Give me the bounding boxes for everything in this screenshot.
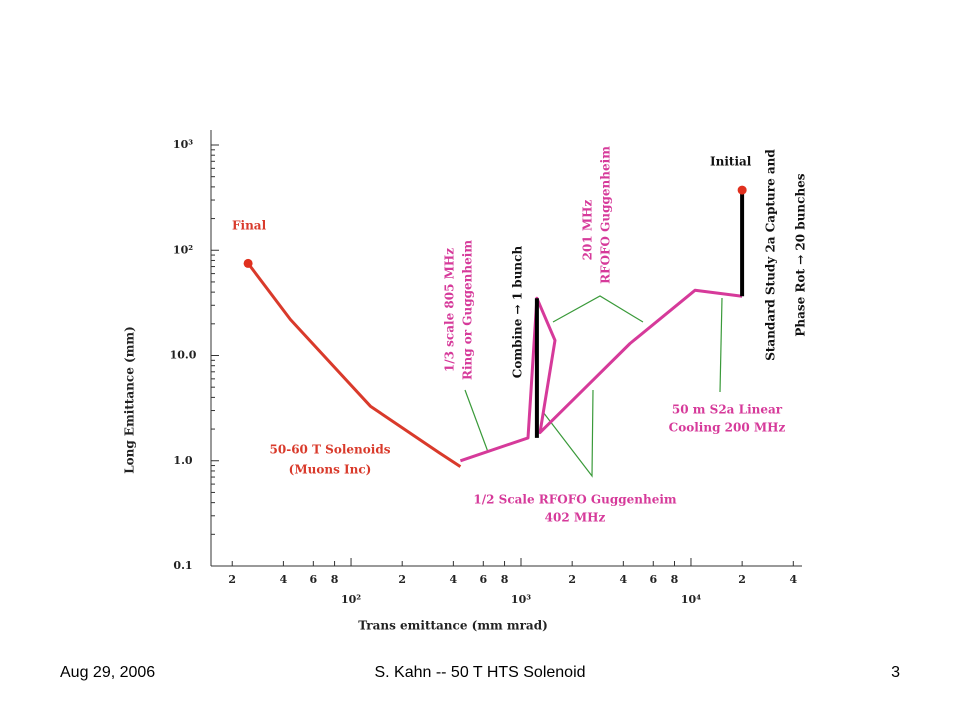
annotation: 1/3 scale 805 MHz: [443, 248, 457, 372]
footer-date: Aug 29, 2006: [60, 664, 155, 681]
x-tick-label: 10²: [341, 593, 361, 606]
annotation: Initial: [710, 155, 752, 169]
annotation: Standard Study 2a Capture and: [764, 149, 778, 361]
x-tick-label: 10⁴: [681, 593, 701, 606]
x-tick-label: 2: [568, 573, 576, 586]
annotation: 50 m S2a Linear: [672, 403, 783, 417]
annotation: Cooling 200 MHz: [669, 421, 786, 435]
annotation: (Muons Inc): [289, 463, 372, 477]
x-tick-label: 2: [228, 573, 236, 586]
x-tick-label: 8: [501, 573, 509, 586]
annotation: Final: [232, 219, 267, 233]
y-tick-label: 0.1: [173, 559, 192, 572]
annotation: Phase Rot → 20 bunches: [794, 173, 808, 336]
x-tick-label: 4: [620, 573, 628, 586]
footer-page: 3: [891, 664, 900, 681]
footer-title: S. Kahn -- 50 T HTS Solenoid: [374, 664, 585, 681]
x-tick-label: 8: [331, 573, 339, 586]
y-tick-label: 10³: [173, 138, 193, 151]
green-leaders: [464, 295, 723, 478]
annotation: 201 MHz: [581, 199, 595, 260]
annotation: 402 MHz: [545, 511, 606, 525]
x-tick-label: 4: [450, 573, 458, 586]
x-tick-label: 4: [280, 573, 288, 586]
y-tick-label: 10.0: [170, 349, 197, 362]
y-tick-label: 10²: [173, 243, 193, 256]
series-line: [459, 288, 743, 463]
x-tick-label: 8: [671, 573, 679, 586]
series-line: [246, 262, 462, 468]
annotation: RFOFO Guggenheim: [599, 146, 613, 284]
y-axis-label: Long Emittance (mm): [123, 326, 137, 474]
x-tick-label: 2: [738, 573, 746, 586]
endpoint: [243, 258, 253, 268]
x-axis-label: Trans emittance (mm mrad): [358, 619, 548, 633]
y-tick-label: 1.0: [173, 454, 192, 467]
annotation: 50-60 T Solenoids: [270, 443, 391, 457]
annotation: 1/2 Scale RFOFO Guggenheim: [473, 493, 677, 507]
x-tick-label: 6: [649, 573, 657, 586]
annotation: Combine → 1 bunch: [511, 246, 525, 379]
x-tick-label: 10³: [511, 593, 531, 606]
x-tick-label: 6: [310, 573, 318, 586]
endpoint: [737, 185, 747, 195]
x-tick-label: 2: [398, 573, 406, 586]
annotation: Ring or Guggenheim: [461, 240, 475, 380]
x-tick-label: 4: [789, 573, 797, 586]
x-tick-label: 6: [479, 573, 487, 586]
